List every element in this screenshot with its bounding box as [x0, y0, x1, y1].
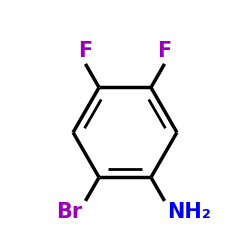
Text: Br: Br [56, 202, 82, 222]
Text: F: F [78, 41, 92, 61]
Text: NH₂: NH₂ [168, 202, 212, 222]
Text: F: F [158, 41, 172, 61]
